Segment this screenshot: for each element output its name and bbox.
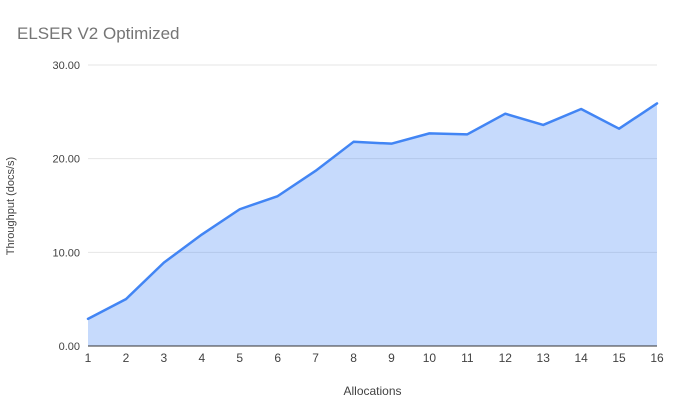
x-tick-label: 6: [274, 351, 281, 365]
x-tick-label: 7: [312, 351, 319, 365]
x-tick-label: 2: [123, 351, 130, 365]
x-tick-label: 11: [461, 351, 474, 365]
x-tick-label: 10: [423, 351, 437, 365]
x-tick-label: 12: [499, 351, 513, 365]
y-tick-label: 30.00: [52, 60, 80, 72]
x-tick-label: 16: [650, 351, 664, 365]
x-tick-label: 3: [161, 351, 168, 365]
x-tick-label: 8: [350, 351, 357, 365]
area-series: [88, 103, 657, 346]
x-tick-label: 1: [85, 351, 92, 365]
chart-title: ELSER V2 Optimized: [17, 24, 180, 43]
y-tick-label: 20.00: [52, 154, 80, 166]
y-tick-label: 0.00: [59, 341, 80, 353]
x-tick-label: 15: [612, 351, 626, 365]
x-axis-title: Allocations: [343, 384, 402, 398]
y-tick-label: 10.00: [52, 247, 80, 259]
x-tick-label: 14: [574, 351, 588, 365]
x-tick-label: 5: [236, 351, 243, 365]
x-tick-label: 4: [198, 351, 205, 365]
x-tick-label: 9: [388, 351, 395, 365]
x-tick-label: 13: [537, 351, 551, 365]
line-series: [86, 102, 659, 321]
